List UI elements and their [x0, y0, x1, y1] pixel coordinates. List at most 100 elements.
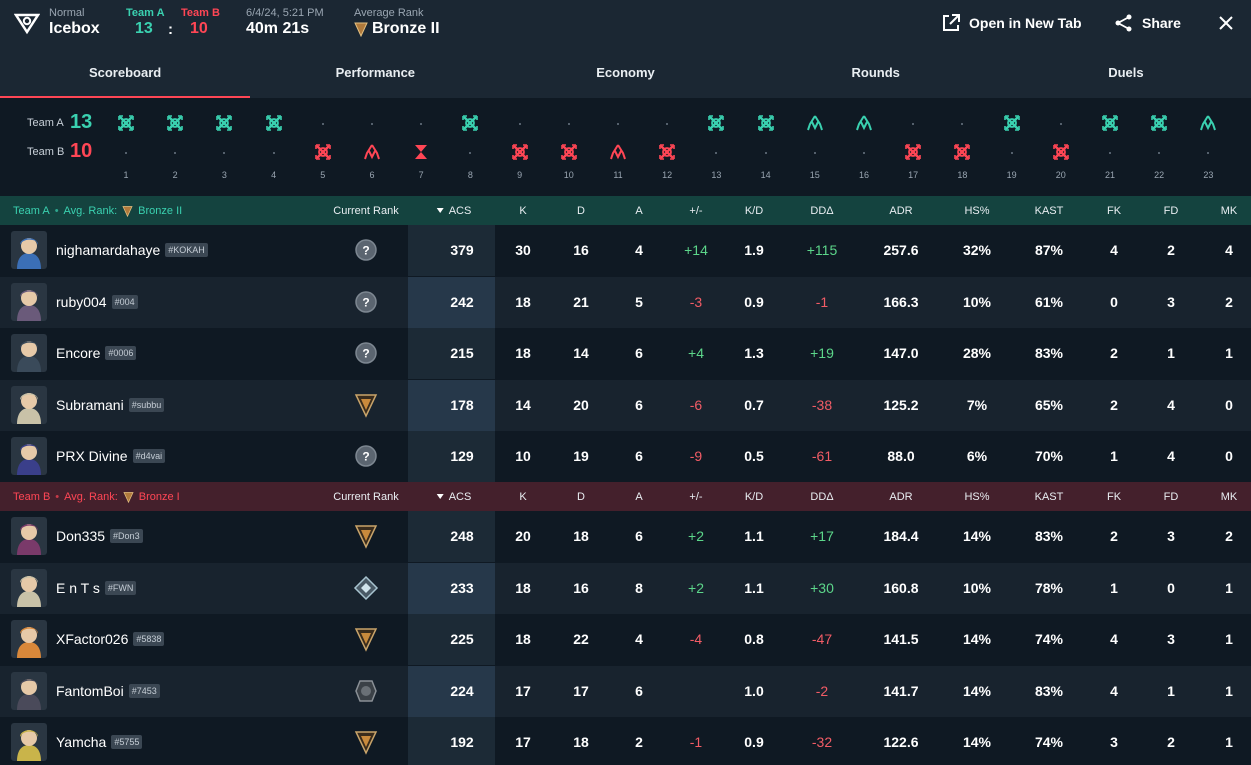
- round-4[interactable]: 4: [262, 98, 286, 188]
- col-d[interactable]: D: [577, 490, 585, 503]
- player-row[interactable]: FantomBoi #7453 224 17 17 6 1.0 -2 141.7 14% 83%…: [0, 665, 1251, 717]
- player-name[interactable]: E n T s #FWN: [56, 580, 137, 596]
- col-hs[interactable]: HS%: [964, 204, 990, 217]
- stat-mk: 4: [1225, 242, 1233, 258]
- round-12[interactable]: 12: [655, 98, 679, 188]
- col-fk[interactable]: FK: [1106, 490, 1122, 503]
- round-7[interactable]: 7: [409, 98, 433, 188]
- close-icon[interactable]: [1215, 12, 1237, 34]
- col-adr[interactable]: ADR: [889, 204, 913, 217]
- open-in-new-tab-button[interactable]: Open in New Tab: [941, 13, 1082, 33]
- average-rank-value: Bronze II: [372, 20, 440, 37]
- col-acs[interactable]: ACS: [436, 205, 471, 217]
- round-elimination-icon: [1052, 143, 1070, 161]
- stat-dd: +17: [810, 528, 834, 544]
- player-name[interactable]: ruby004 #004: [56, 294, 138, 310]
- round-1[interactable]: 1: [114, 98, 138, 188]
- player-name[interactable]: nighamardahaye #KOKAH: [56, 242, 208, 258]
- player-row[interactable]: Encore #0006 ? 215 18 14 6 +4 1.3 +19 147.0 28% 83…: [0, 328, 1251, 379]
- round-number: 14: [760, 170, 771, 180]
- agent-portrait: [11, 385, 47, 424]
- round-19[interactable]: 19: [1000, 98, 1024, 188]
- col-mk[interactable]: MK: [1220, 490, 1238, 503]
- player-name[interactable]: Subramani #subbu: [56, 397, 165, 413]
- tab-rounds[interactable]: Rounds: [851, 65, 900, 80]
- col-kast[interactable]: KAST: [1034, 490, 1064, 503]
- team-title: Team A • Avg. Rank: Bronze II: [13, 205, 182, 217]
- player-row[interactable]: XFactor026 #5838 225 18 22 4 -4 0.8 -47 141.5 14…: [0, 614, 1251, 665]
- col-a[interactable]: A: [635, 204, 643, 217]
- player-row[interactable]: Don335 #Don3 248 20 18 6 +2 1.1 +17 184.4 14% 83%…: [0, 511, 1251, 562]
- round-11[interactable]: 11: [606, 98, 630, 188]
- player-row[interactable]: nighamardahaye #KOKAH ? 379 30 16 4 +14 1.9 +11…: [0, 225, 1251, 276]
- round-empty-dot: [1207, 152, 1210, 154]
- col-current-rank[interactable]: Current Rank: [333, 204, 399, 217]
- round-20[interactable]: 20: [1049, 98, 1073, 188]
- col-dd[interactable]: DDΔ: [810, 490, 834, 503]
- col-kast[interactable]: KAST: [1034, 204, 1064, 217]
- round-17[interactable]: 17: [901, 98, 925, 188]
- stat-mk: 2: [1225, 293, 1233, 310]
- player-row[interactable]: PRX Divine #d4vai ? 129 10 19 6 -9 0.5 -61 88.0 6…: [0, 431, 1251, 482]
- stat-dd: -38: [811, 396, 833, 413]
- col-k[interactable]: K: [519, 490, 527, 503]
- round-22[interactable]: 22: [1147, 98, 1171, 188]
- player-name[interactable]: XFactor026 #5838: [56, 631, 165, 647]
- tab-performance[interactable]: Performance: [335, 65, 416, 80]
- player-name[interactable]: FantomBoi #7453: [56, 683, 160, 699]
- col-fd[interactable]: FD: [1163, 204, 1179, 217]
- share-button[interactable]: Share: [1114, 13, 1181, 33]
- stat-k: 30: [515, 242, 531, 258]
- round-14[interactable]: 14: [754, 98, 778, 188]
- tab-economy[interactable]: Economy: [596, 65, 655, 80]
- round-empty-dot: [420, 123, 423, 125]
- col-pm[interactable]: +/-: [689, 490, 703, 503]
- player-name[interactable]: PRX Divine #d4vai: [56, 448, 166, 464]
- player-name[interactable]: Encore #0006: [56, 345, 137, 361]
- stat-acs: 192: [450, 734, 474, 750]
- player-row[interactable]: E n T s #FWN 233 18 16 8 +2 1.1 +30 160.8 10% 78%…: [0, 562, 1251, 614]
- stat-k: 18: [515, 579, 531, 596]
- col-dd[interactable]: DDΔ: [810, 204, 834, 217]
- round-23[interactable]: 23: [1196, 98, 1220, 188]
- col-a[interactable]: A: [635, 490, 643, 503]
- tab-scoreboard[interactable]: Scoreboard: [0, 48, 251, 98]
- round-6[interactable]: 6: [360, 98, 384, 188]
- round-elimination-icon: [215, 114, 233, 132]
- col-pm[interactable]: +/-: [689, 204, 703, 217]
- round-18[interactable]: 18: [950, 98, 974, 188]
- player-row[interactable]: ruby004 #004 ? 242 18 21 5 -3 0.9 -1 166.3 10% 61%…: [0, 276, 1251, 328]
- col-fd[interactable]: FD: [1163, 490, 1179, 503]
- round-15[interactable]: 15: [803, 98, 827, 188]
- col-kd[interactable]: K/D: [744, 490, 764, 503]
- round-elimination-icon: [166, 114, 184, 132]
- round-number: 19: [1006, 170, 1017, 180]
- round-10[interactable]: 10: [557, 98, 581, 188]
- round-21[interactable]: 21: [1098, 98, 1122, 188]
- col-kd[interactable]: K/D: [744, 204, 764, 217]
- round-13[interactable]: 13: [704, 98, 728, 188]
- col-mk[interactable]: MK: [1220, 204, 1238, 217]
- round-5[interactable]: 5: [311, 98, 335, 188]
- col-current-rank[interactable]: Current Rank: [333, 490, 399, 503]
- round-9[interactable]: 9: [508, 98, 532, 188]
- col-acs[interactable]: ACS: [436, 491, 471, 503]
- col-fk[interactable]: FK: [1106, 204, 1122, 217]
- round-3[interactable]: 3: [212, 98, 236, 188]
- col-k[interactable]: K: [519, 204, 527, 217]
- player-name[interactable]: Yamcha #5755: [56, 734, 143, 750]
- round-2[interactable]: 2: [163, 98, 187, 188]
- tab-duels[interactable]: Duels: [1108, 65, 1144, 80]
- round-8[interactable]: 8: [458, 98, 482, 188]
- stat-fk: 2: [1110, 396, 1118, 413]
- stat-kd: 0.9: [744, 293, 764, 310]
- player-row[interactable]: Subramani #subbu 178 14 20 6 -6 0.7 -38 125.2 7%…: [0, 379, 1251, 431]
- col-hs[interactable]: HS%: [964, 490, 990, 503]
- stat-kast: 70%: [1034, 448, 1064, 464]
- col-d[interactable]: D: [577, 204, 585, 217]
- player-name[interactable]: Don335 #Don3: [56, 528, 143, 544]
- round-empty-dot: [813, 152, 816, 154]
- round-16[interactable]: 16: [852, 98, 876, 188]
- player-row[interactable]: Yamcha #5755 192 17 18 2 -1 0.9 -32 122.6 14% 74%…: [0, 717, 1251, 765]
- col-adr[interactable]: ADR: [889, 490, 913, 503]
